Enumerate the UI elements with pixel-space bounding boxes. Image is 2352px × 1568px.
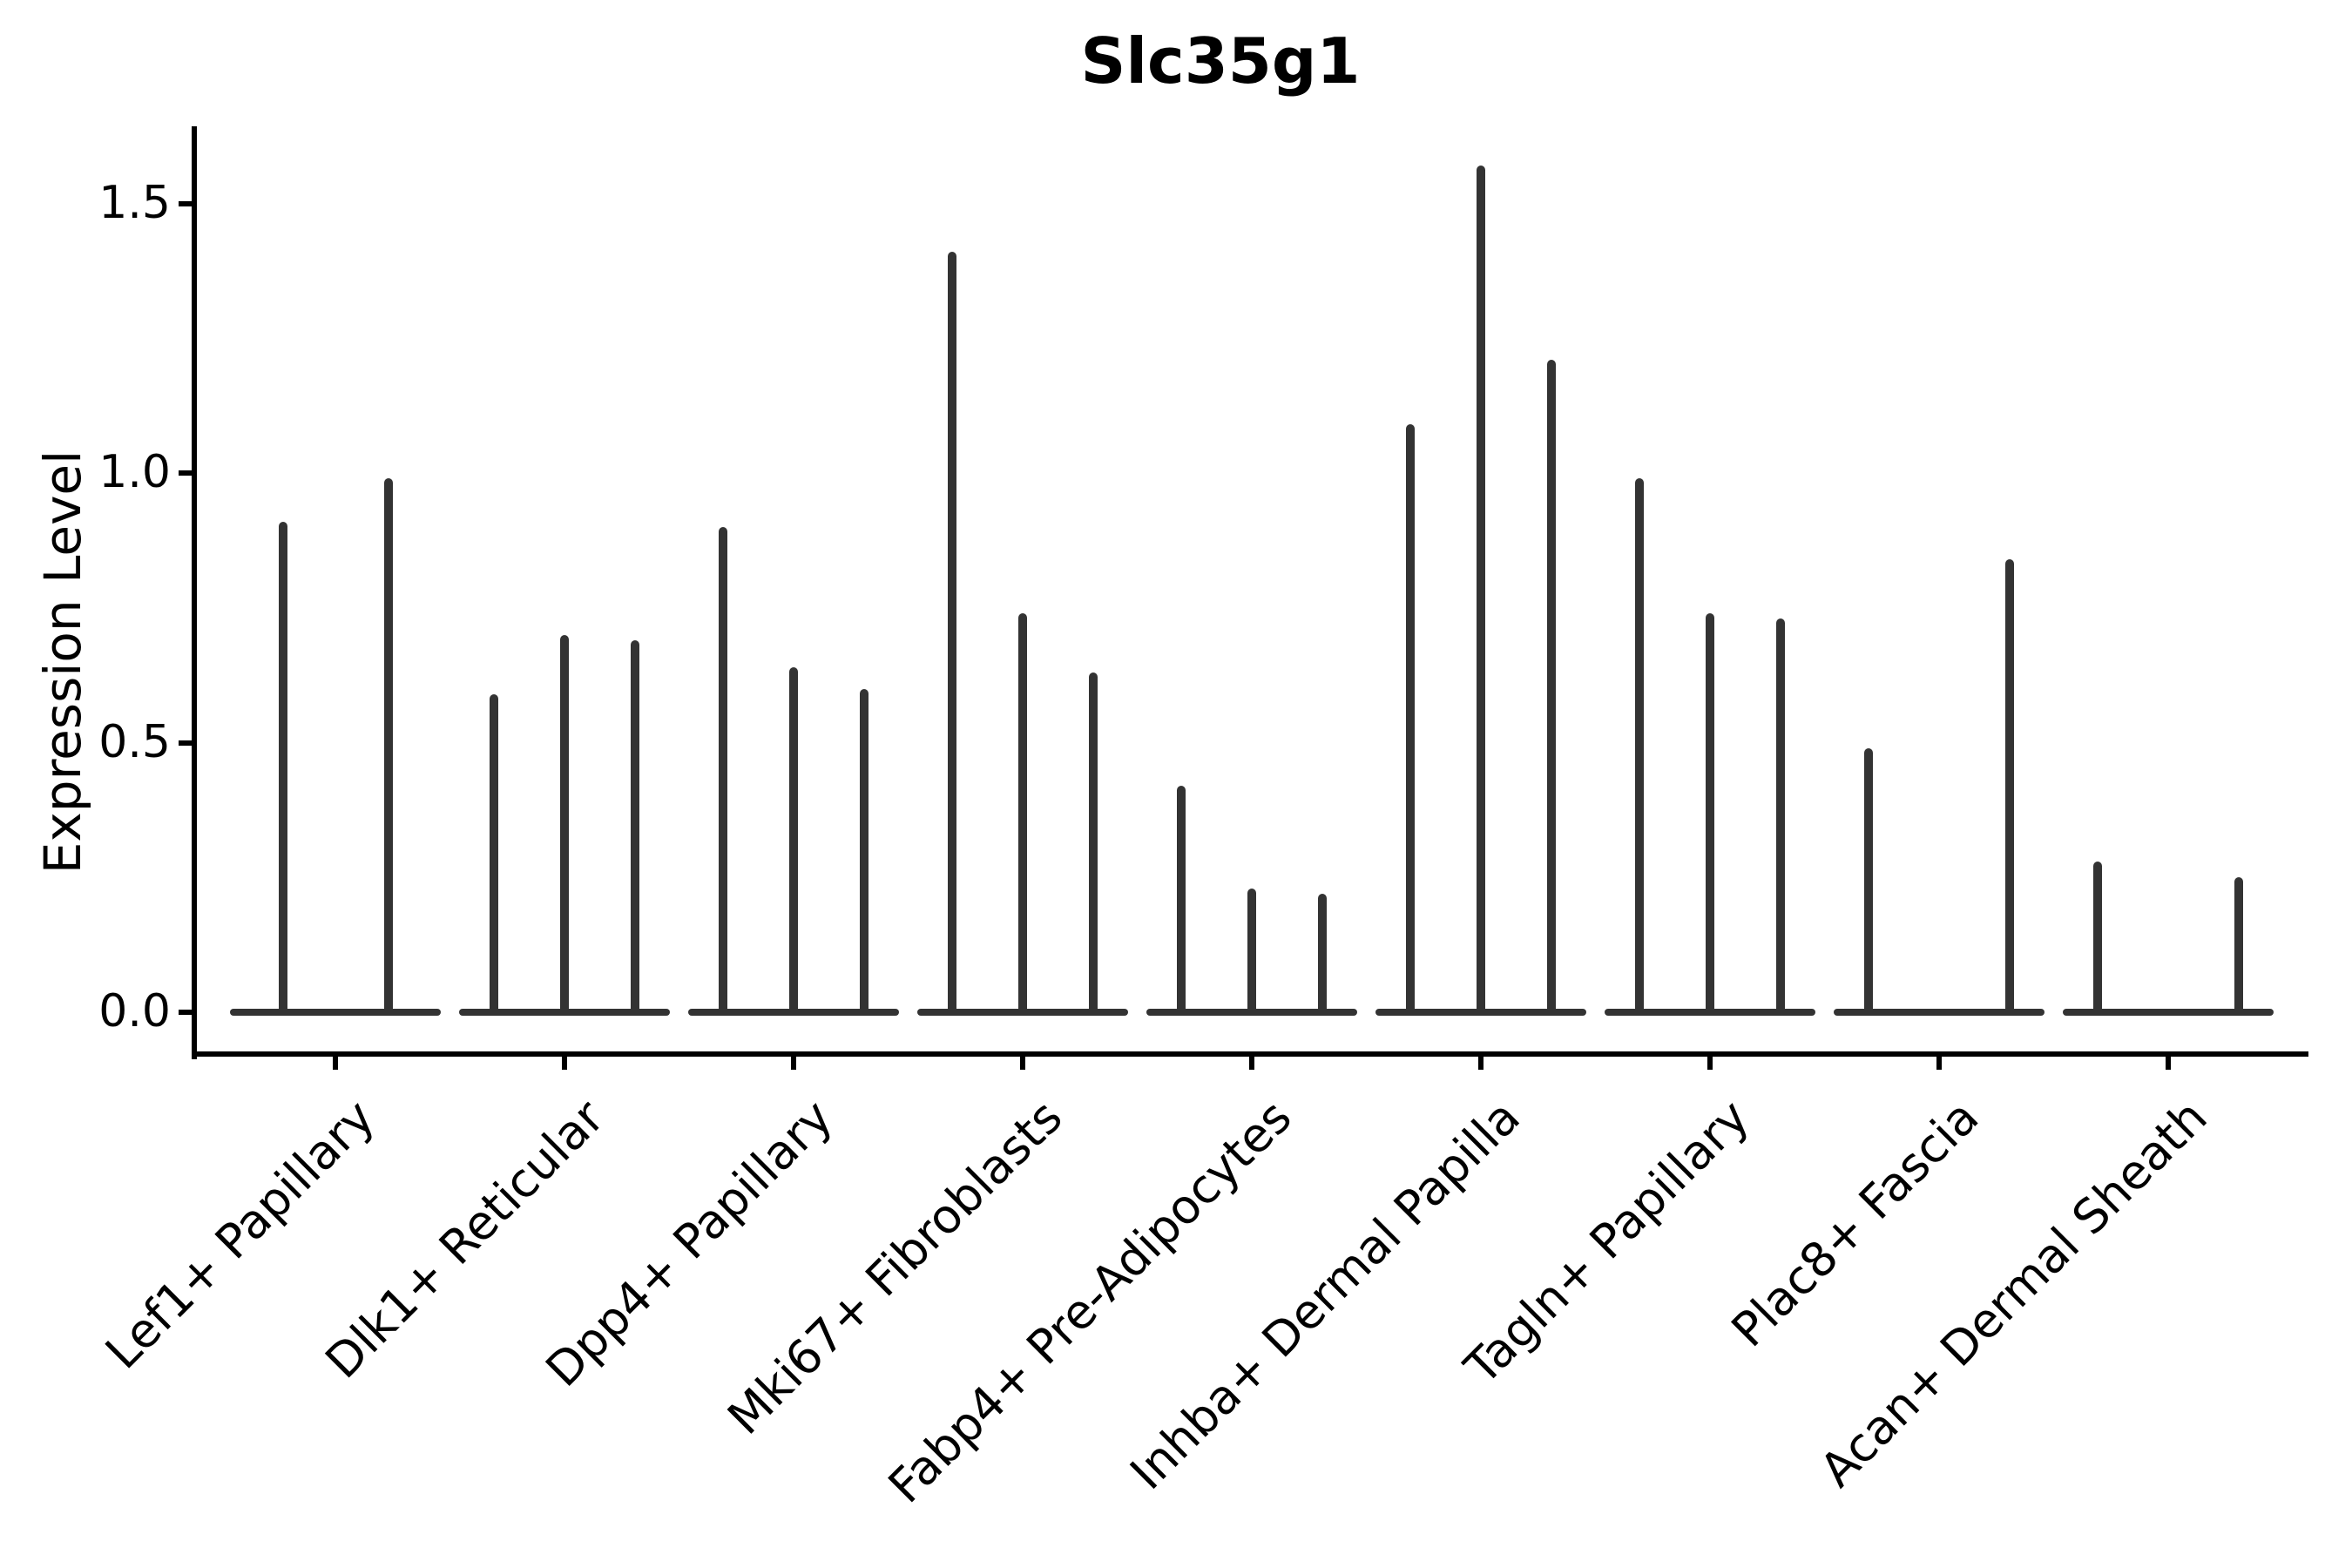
violin-spike [859,688,868,1016]
x-tick [1478,1057,1484,1070]
violin-spike [1088,672,1098,1016]
violin-spike [278,521,287,1016]
x-tick [2166,1057,2171,1070]
violin-spike [2234,877,2243,1016]
x-tick [1249,1057,1254,1070]
violin-spike [1477,166,1485,1016]
violin-spike [490,693,499,1016]
violin-spike [1864,747,1874,1016]
violin-spike [1247,888,1256,1016]
y-tick-label: 0.0 [98,984,171,1037]
x-tick [562,1057,567,1070]
y-tick-label: 1.0 [98,445,171,498]
y-axis-spine [192,126,197,1059]
x-tick [1936,1057,1942,1070]
violin-spike [2093,861,2103,1016]
y-tick [179,740,192,746]
y-tick [179,200,192,206]
violin-spike [1018,612,1027,1016]
violin-spike [560,634,569,1016]
violin-spike [1546,360,1556,1016]
violin-spike [719,526,728,1016]
violin-spike [383,478,393,1016]
violin-group-baseline [1834,1009,2044,1016]
x-tick-label-fabp4-pre-adipocytes: Fabp4+ Pre-Adipocytes [877,1089,1302,1514]
y-axis-label: Expression Level [33,449,92,875]
violin-spike [1317,893,1327,1016]
violin-spike [2004,559,2014,1016]
x-tick [791,1057,796,1070]
y-tick-label: 1.5 [98,176,171,229]
y-tick [179,470,192,476]
violin-spike [630,639,639,1016]
violin-spike [1706,612,1714,1016]
x-tick-label-acan-dermal-sheath: Acan+ Dermal Sheath [1809,1089,2219,1498]
violin-spike [789,666,798,1016]
chart-title: Slc35g1 [1080,24,1361,98]
x-tick-label-plac8-fascia: Plac8+ Fascia [1720,1089,1990,1358]
x-tick [1707,1057,1713,1070]
x-tick [333,1057,338,1070]
violin-spike [1177,786,1186,1016]
x-tick-label-inhba-dermal-papilla: Inhba+ Dermal Papilla [1119,1089,1531,1501]
violin-group-baseline [2063,1009,2274,1016]
violin-spike [1635,478,1645,1016]
y-tick-label: 0.5 [98,715,171,768]
violin-spike [1775,618,1785,1016]
violin-spike [1406,424,1416,1016]
x-axis-spine [192,1051,2308,1057]
y-tick [179,1010,192,1015]
violin-spike [948,252,957,1016]
x-tick [1020,1057,1025,1070]
violin-group-baseline [230,1009,441,1016]
